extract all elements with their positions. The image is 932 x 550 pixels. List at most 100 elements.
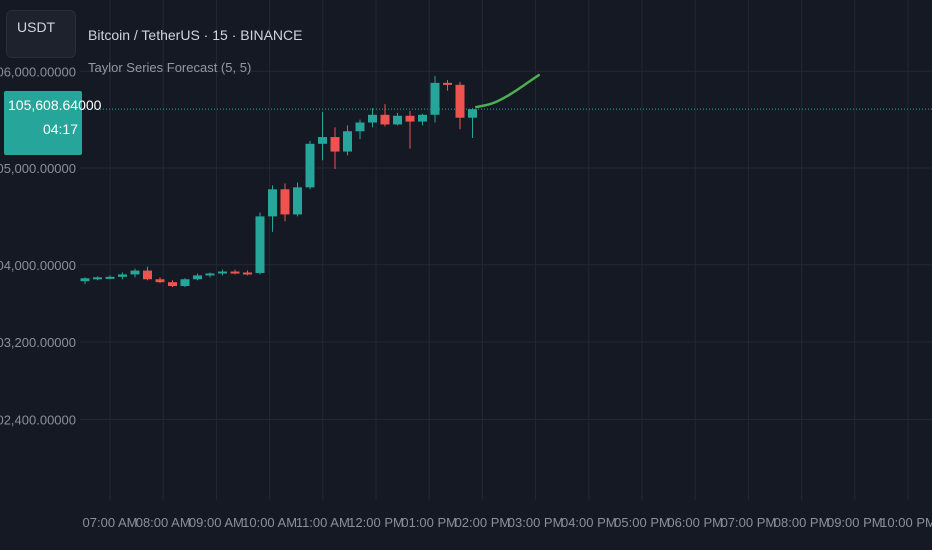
x-tick-label: 01:00 PM — [401, 515, 457, 530]
x-tick-label: 06:00 PM — [667, 515, 723, 530]
candle-body — [255, 216, 265, 273]
candle-body — [293, 187, 302, 215]
x-tick-label: 11:00 AM — [296, 515, 350, 530]
candle-body — [130, 270, 140, 275]
x-tick-label: 03:00 PM — [508, 515, 564, 530]
grid — [80, 0, 932, 500]
candle — [193, 273, 202, 281]
candle — [330, 127, 340, 169]
candle — [180, 278, 190, 288]
x-tick-label: 12:00 PM — [348, 515, 404, 530]
candle — [168, 280, 177, 288]
candle — [380, 104, 390, 127]
candle — [355, 119, 365, 139]
candle — [418, 113, 427, 126]
candle — [155, 277, 165, 284]
x-tick-label: 02:00 PM — [455, 515, 511, 530]
candle — [105, 275, 115, 280]
candle-body — [168, 282, 177, 287]
candle-body — [343, 131, 352, 152]
x-tick-label: 04:00 PM — [561, 515, 617, 530]
candle — [393, 112, 402, 126]
candle — [455, 81, 465, 130]
candle — [143, 266, 152, 281]
candle — [230, 269, 240, 275]
forecast-curve — [475, 73, 540, 109]
x-tick-label: 10:00 AM — [242, 515, 297, 530]
candle — [405, 110, 415, 149]
candle-body — [355, 122, 365, 132]
candle-body — [243, 272, 252, 275]
y-tick-label: 106,000.00000 — [0, 64, 76, 79]
candle — [243, 270, 252, 276]
x-tick-label: 08:00 PM — [774, 515, 830, 530]
candle — [268, 185, 277, 232]
candle — [430, 76, 440, 123]
y-tick-label: 103,200.00000 — [0, 335, 76, 350]
y-tick-label: 102,400.00000 — [0, 413, 76, 428]
candle-body — [155, 279, 165, 283]
candle — [205, 272, 215, 278]
candle — [343, 125, 352, 156]
candle-body — [305, 143, 315, 188]
bar-countdown: 04:17 — [42, 121, 78, 137]
candle-body — [230, 271, 240, 274]
candle — [80, 277, 90, 285]
candle — [218, 269, 227, 276]
candle — [118, 272, 127, 280]
x-tick-label: 05:00 PM — [614, 515, 670, 530]
candle-body — [193, 275, 202, 280]
candle — [443, 79, 452, 91]
candle — [368, 108, 377, 128]
candle-body — [268, 189, 277, 217]
candle — [280, 183, 290, 222]
y-tick-label: 104,000.00000 — [0, 258, 76, 273]
candle-body — [443, 82, 452, 85]
candle-body — [280, 189, 290, 215]
candle-body — [105, 276, 115, 279]
candle-body — [118, 274, 127, 277]
candle-body — [205, 273, 215, 276]
candle — [255, 212, 265, 275]
candle — [93, 276, 102, 281]
candle-body — [330, 137, 340, 152]
candle-body — [80, 278, 90, 282]
candles — [80, 76, 477, 288]
candle-body — [368, 114, 377, 123]
current-price-tag: 105,608.64000 04:17 — [4, 91, 102, 155]
current-price-value: 105,608.64000 — [8, 97, 102, 113]
y-tick-label: 105,000.00000 — [0, 161, 76, 176]
x-tick-label: 08:00 AM — [136, 515, 191, 530]
candle-body — [380, 114, 390, 125]
candle-body — [393, 115, 402, 125]
symbol-label: USDT — [17, 19, 56, 35]
candle — [293, 182, 302, 217]
candle-body — [180, 279, 190, 287]
candle — [318, 111, 327, 161]
candle-body — [318, 137, 327, 144]
candle — [130, 268, 140, 278]
y-axis-labels: 106,000.00000 105,000.00000 104,000.00000 1… — [0, 64, 76, 427]
symbol-search-box[interactable]: USDT — [6, 10, 76, 58]
candle-body — [430, 82, 440, 115]
x-tick-label: 07:00 AM — [83, 515, 138, 530]
x-tick-label: 10:00 PM — [880, 515, 932, 530]
candle-body — [418, 114, 427, 122]
candle-body — [143, 270, 152, 280]
x-tick-label: 09:00 PM — [827, 515, 883, 530]
candle-body — [405, 115, 415, 122]
candle-body — [455, 84, 465, 118]
x-tick-label: 07:00 PM — [721, 515, 777, 530]
candle — [468, 108, 477, 139]
forecast-line — [475, 73, 540, 109]
candle — [305, 140, 315, 190]
chart-title: Bitcoin / TetherUS · 15 · BINANCE — [88, 27, 302, 43]
candle-body — [468, 109, 477, 118]
indicator-label[interactable]: Taylor Series Forecast (5, 5) — [88, 60, 251, 75]
candle-body — [93, 277, 102, 280]
candle-body — [218, 271, 227, 274]
x-tick-label: 09:00 AM — [189, 515, 244, 530]
